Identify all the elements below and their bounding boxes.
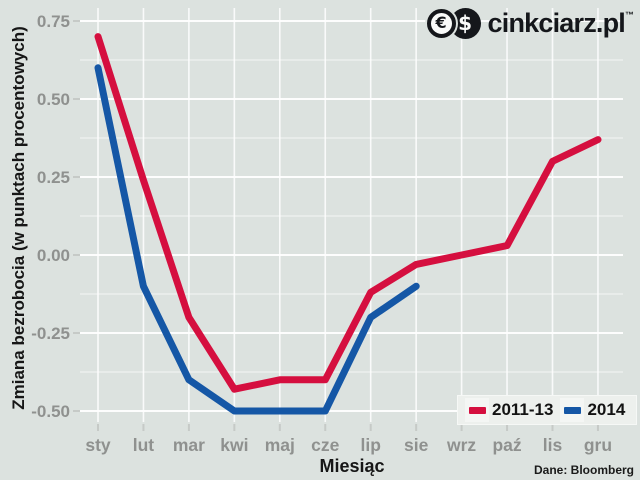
legend-label-2014: 2014 [587,400,626,419]
euro-coin-icon: € [426,8,456,38]
brand-logo: € $ cinkciarz.pl ™ [426,6,634,40]
legend-swatch-2011-13 [468,406,486,414]
legend-label-2011-13: 2011-13 [492,400,554,419]
y-tick-label: 0.25 [37,168,70,187]
x-tick-label: kwi [220,435,248,455]
series-line-2014 [94,64,420,415]
trademark-mark: ™ [625,10,634,20]
x-tick-label: wrz [446,435,476,455]
x-tick-label: lis [543,435,563,455]
x-tick-label: sty [85,435,111,455]
y-tick-label: 0.00 [37,246,70,265]
x-tick-label: mar [173,435,205,455]
y-tick-label: -0.50 [31,402,70,421]
x-tick-label: paź [492,435,521,455]
source-note: Dane: Bloomberg [533,463,634,477]
legend-key-2011-13 [465,398,489,422]
x-tick-label: gru [584,435,612,455]
x-tick-label: lut [133,435,155,455]
x-tick-label: maj [265,435,295,455]
y-tick-label: -0.25 [31,324,70,343]
brand-name: cinkciarz.pl [487,7,626,38]
y-axis-title: Zmiana bezrobocia (w punktach procentowy… [9,26,28,410]
y-tick-label: 0.75 [37,12,70,31]
series-line-2011-13 [94,33,602,393]
legend-key-2014 [560,398,585,422]
x-axis-title: Miesiąc [319,456,385,476]
legend-swatch-2014 [563,406,581,414]
x-tick-label: lip [360,435,380,455]
x-tick-label: sie [404,435,429,455]
x-tick-label: cze [311,435,339,455]
legend: 2011-13 2014 [457,395,638,425]
y-tick-label: 0.50 [37,90,70,109]
